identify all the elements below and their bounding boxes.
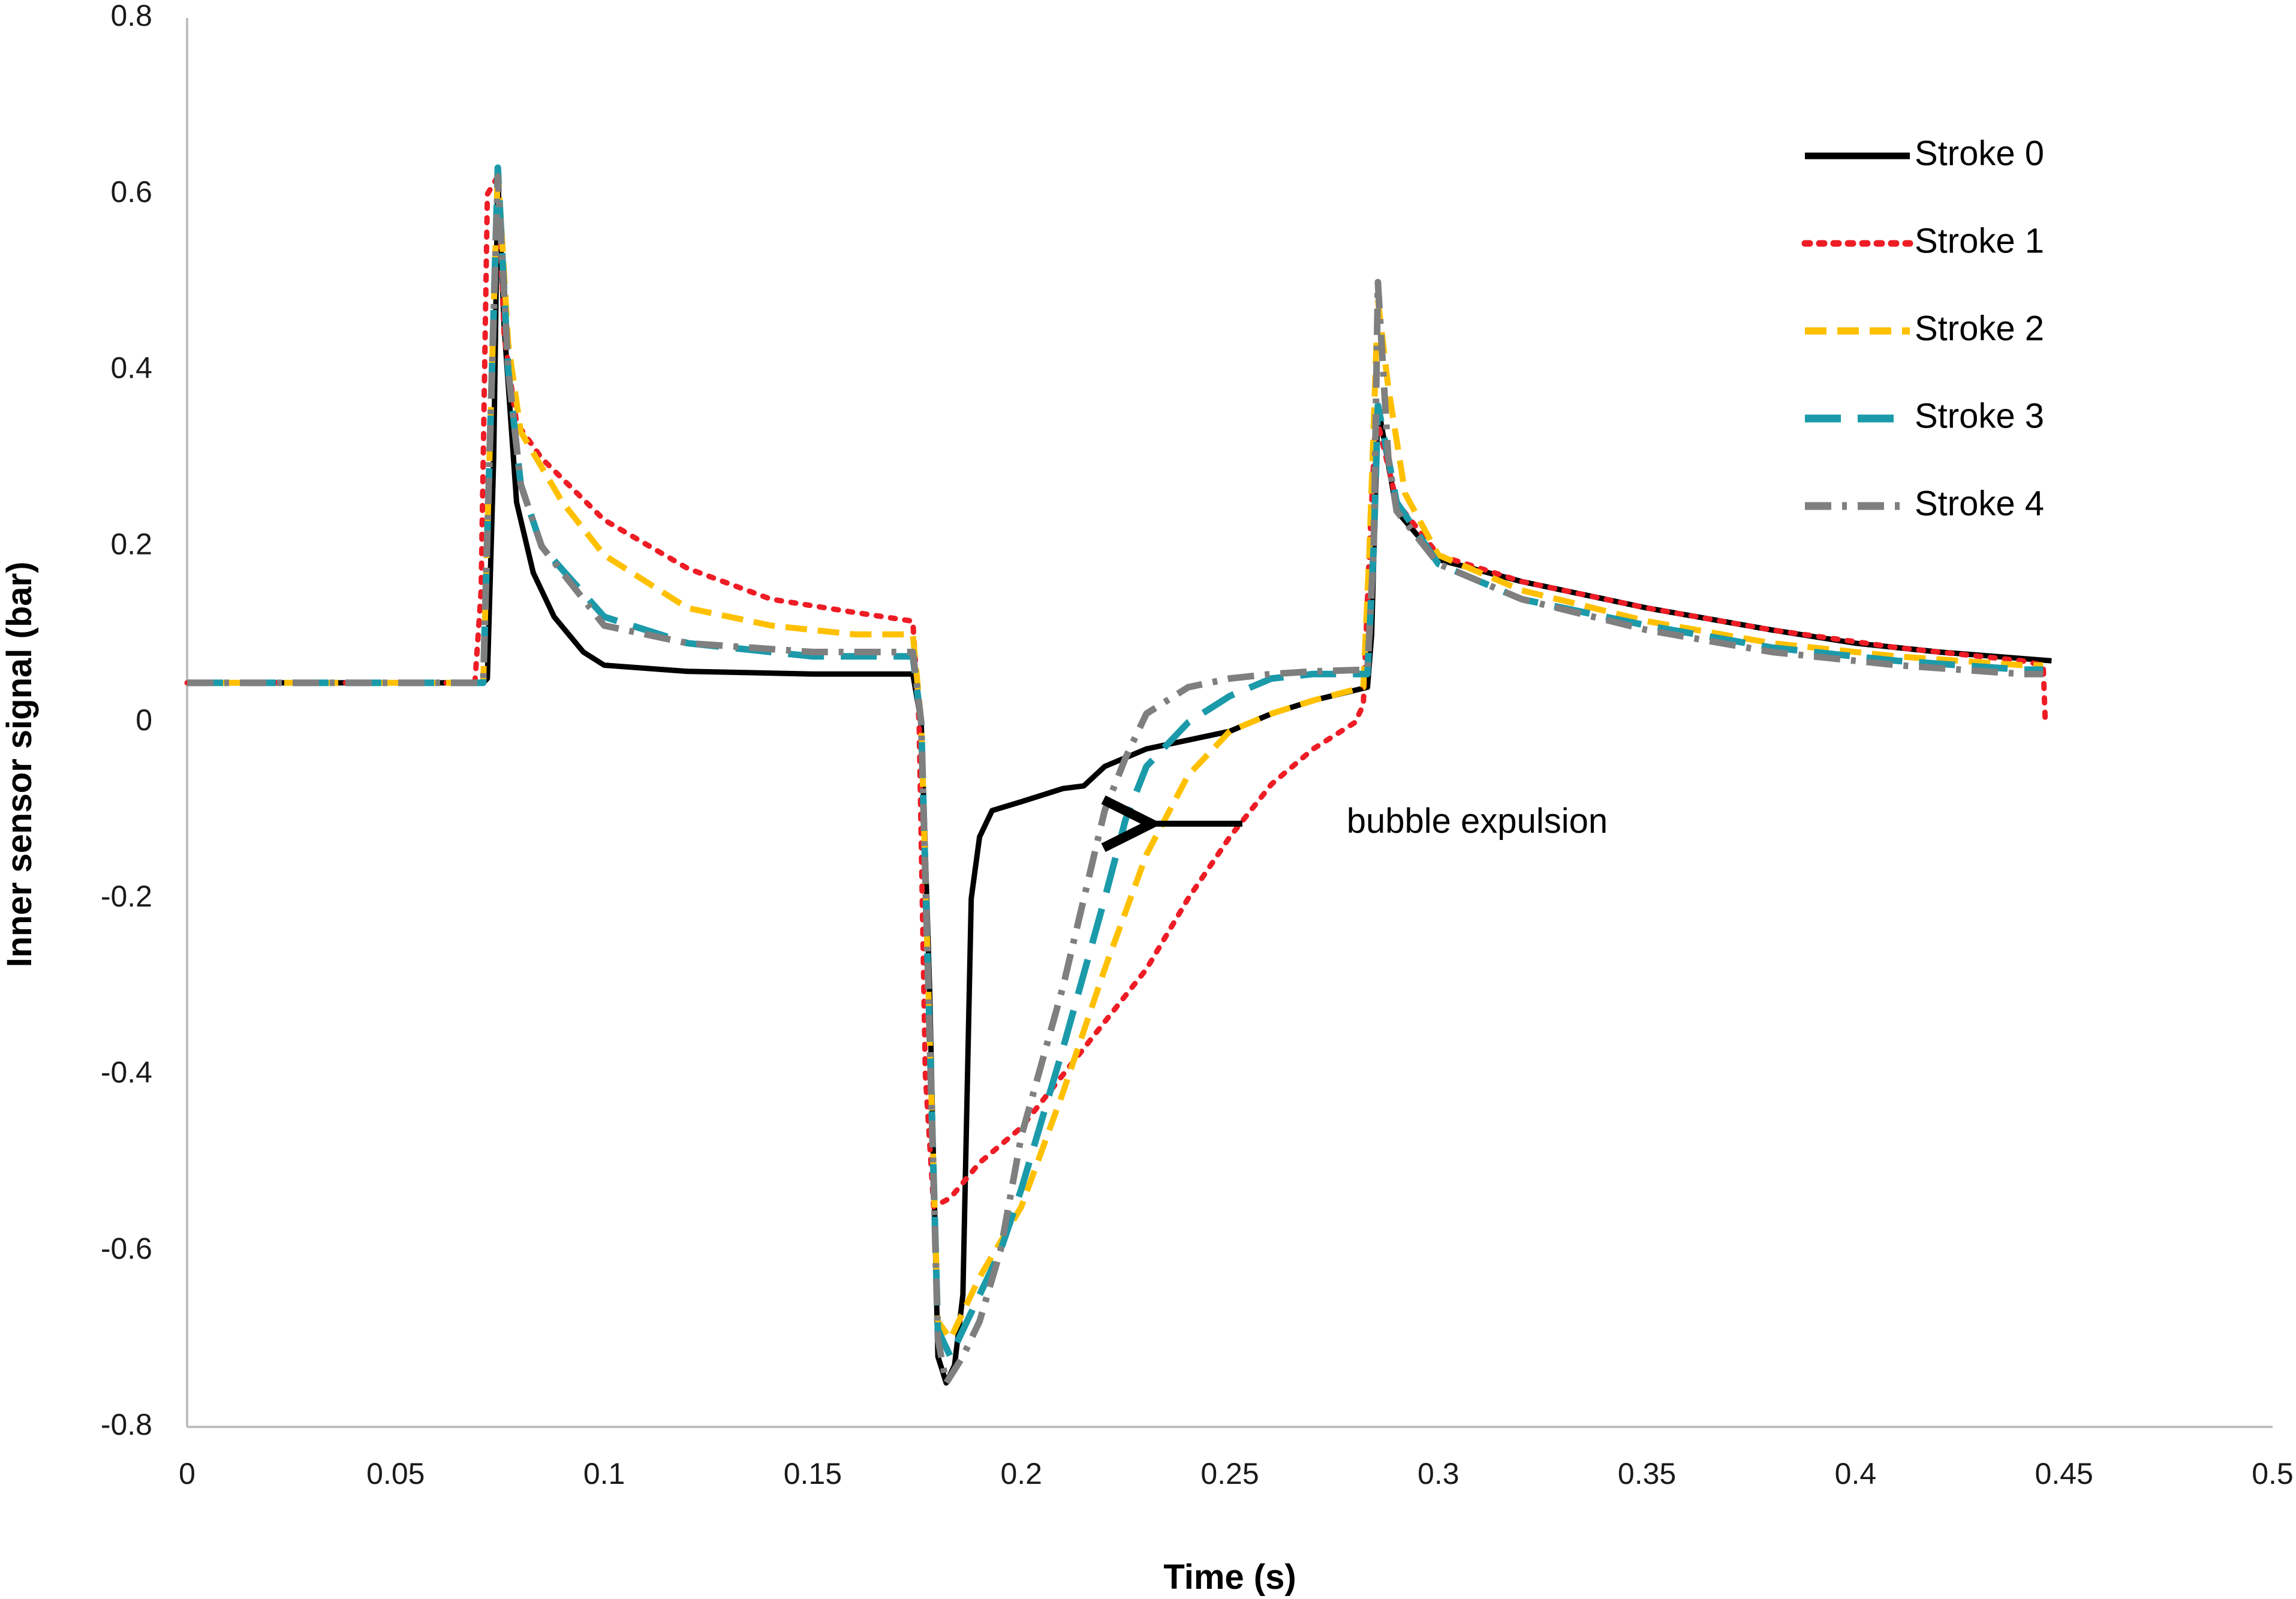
x-tick-label: 0.4	[1835, 1457, 1877, 1490]
y-tick-label: -0.4	[101, 1056, 152, 1089]
x-tick-label: 0.25	[1200, 1457, 1259, 1490]
series-line-stroke-0	[187, 173, 2052, 1386]
y-tick-label: 0	[136, 703, 152, 737]
series-lines	[184, 164, 2052, 1387]
x-tick-label: 0	[179, 1457, 195, 1490]
y-tick-label: 0.4	[110, 351, 152, 385]
series-line-stroke-2	[187, 164, 2044, 1342]
legend-label: Stroke 3	[1915, 396, 2044, 435]
series-line-stroke-4	[187, 173, 2044, 1387]
x-tick-label: 0.1	[583, 1457, 625, 1490]
y-tick-label: -0.8	[101, 1408, 152, 1441]
annotation-label: bubble expulsion	[1347, 802, 1608, 841]
x-tick-label: 0.05	[366, 1457, 425, 1490]
series-line-stroke-1	[184, 173, 2048, 1210]
x-tick-labels: 0 0.05 0.1 0.15 0.2 0.25 0.3 0.35 0.4 0.45 0.5	[179, 1457, 2294, 1490]
annotation: bubble expulsion	[1145, 802, 1608, 841]
x-tick-label: 0.45	[2035, 1457, 2093, 1490]
axes	[186, 18, 2273, 1428]
legend-label: Stroke 0	[1915, 134, 2044, 173]
y-tick-label: 0.2	[110, 527, 152, 561]
x-axis-title: Time (s)	[1163, 1558, 1296, 1597]
legend: Stroke 0 Stroke 1 Stroke 2 Stroke 3 Stroke 4	[1801, 134, 2044, 523]
y-tick-label: -0.2	[101, 880, 152, 913]
x-tick-label: 0.2	[1000, 1457, 1042, 1490]
legend-label: Stroke 4	[1915, 484, 2044, 523]
y-axis-title: Inner sensor signal (bar)	[0, 562, 39, 968]
x-tick-label: 0.5	[2252, 1457, 2294, 1490]
y-tick-labels: -0.8 -0.6 -0.4 -0.2 0 0.2 0.4 0.6 0.8	[101, 0, 152, 1441]
y-tick-label: -0.6	[101, 1231, 152, 1265]
legend-label: Stroke 2	[1915, 309, 2044, 348]
x-tick-label: 0.15	[784, 1457, 842, 1490]
y-tick-label: 0.8	[110, 0, 152, 32]
x-tick-label: 0.3	[1418, 1457, 1460, 1490]
y-tick-label: 0.6	[110, 175, 152, 209]
x-tick-label: 0.35	[1618, 1457, 1676, 1490]
legend-label: Stroke 1	[1915, 221, 2044, 260]
